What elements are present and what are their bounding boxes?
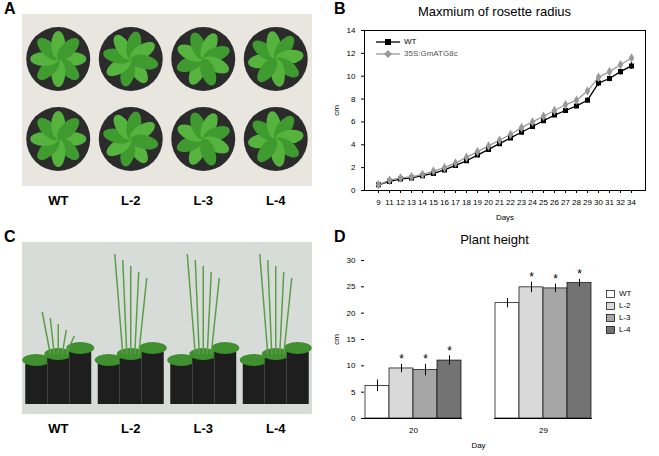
svg-text:L-2: L-2 <box>121 421 141 436</box>
svg-text:15: 15 <box>429 198 438 207</box>
svg-text:Days: Days <box>496 213 514 222</box>
svg-text:29: 29 <box>583 198 592 207</box>
svg-text:25: 25 <box>347 282 356 291</box>
svg-text:*: * <box>447 344 452 358</box>
html-text:L-2: L-2 <box>619 301 631 310</box>
svg-text:28: 28 <box>572 198 581 207</box>
svg-text:WT: WT <box>48 193 68 208</box>
svg-text:34: 34 <box>627 198 636 207</box>
svg-text:6: 6 <box>351 117 356 126</box>
html-text:D: D <box>334 228 346 245</box>
html-text:35S:GmATG8c: 35S:GmATG8c <box>404 49 458 58</box>
svg-text:2: 2 <box>351 163 356 172</box>
svg-text:30: 30 <box>347 256 356 265</box>
svg-text:14: 14 <box>347 26 356 35</box>
svg-text:15: 15 <box>347 335 356 344</box>
svg-text:L-2: L-2 <box>121 193 141 208</box>
svg-text:29: 29 <box>539 426 548 435</box>
html-text:L-4: L-4 <box>619 325 631 334</box>
svg-text:24: 24 <box>528 198 537 207</box>
svg-text:5: 5 <box>351 388 356 397</box>
html-text:C: C <box>4 228 16 245</box>
svg-text:26: 26 <box>550 198 559 207</box>
svg-text:25: 25 <box>539 198 548 207</box>
svg-text:22: 22 <box>506 198 515 207</box>
svg-text:12: 12 <box>396 198 405 207</box>
svg-text:L-4: L-4 <box>266 421 286 436</box>
svg-text:cm: cm <box>332 334 341 345</box>
html-text:B: B <box>334 0 346 17</box>
svg-text:12: 12 <box>347 49 356 58</box>
svg-text:Day: Day <box>471 441 485 450</box>
svg-text:18: 18 <box>462 198 471 207</box>
html-text:A: A <box>4 0 16 17</box>
svg-text:27: 27 <box>561 198 570 207</box>
svg-text:13: 13 <box>407 198 416 207</box>
svg-text:*: * <box>553 272 558 286</box>
html-text:Plant height: Plant height <box>460 232 529 247</box>
svg-text:32: 32 <box>616 198 625 207</box>
svg-text:10: 10 <box>347 72 356 81</box>
svg-text:8: 8 <box>351 95 356 104</box>
svg-text:19: 19 <box>473 198 482 207</box>
svg-text:0: 0 <box>351 186 356 195</box>
svg-text:31: 31 <box>605 198 614 207</box>
svg-text:*: * <box>529 270 534 284</box>
svg-text:30: 30 <box>594 198 603 207</box>
svg-text:14: 14 <box>418 198 427 207</box>
svg-text:WT: WT <box>48 421 68 436</box>
svg-text:cm: cm <box>332 105 341 116</box>
svg-text:20: 20 <box>347 309 356 318</box>
svg-text:20: 20 <box>484 198 493 207</box>
svg-text:*: * <box>399 352 404 366</box>
html-text:Maxmium of rosette radius: Maxmium of rosette radius <box>417 4 572 19</box>
svg-text:11: 11 <box>385 198 394 207</box>
svg-text:L-3: L-3 <box>194 421 214 436</box>
svg-text:23: 23 <box>517 198 526 207</box>
html-text:L-3: L-3 <box>619 313 631 322</box>
svg-text:16: 16 <box>440 198 449 207</box>
html-text:WT: WT <box>619 289 632 298</box>
html-text:WT: WT <box>404 37 417 46</box>
svg-text:*: * <box>423 352 428 366</box>
svg-text:17: 17 <box>451 198 460 207</box>
svg-text:4: 4 <box>351 140 356 149</box>
svg-text:0: 0 <box>351 414 356 423</box>
svg-text:L-4: L-4 <box>266 193 286 208</box>
svg-text:20: 20 <box>409 426 418 435</box>
svg-text:10: 10 <box>347 361 356 370</box>
svg-text:*: * <box>577 267 582 281</box>
svg-text:9: 9 <box>376 198 381 207</box>
svg-text:L-3: L-3 <box>194 193 214 208</box>
svg-text:21: 21 <box>495 198 504 207</box>
